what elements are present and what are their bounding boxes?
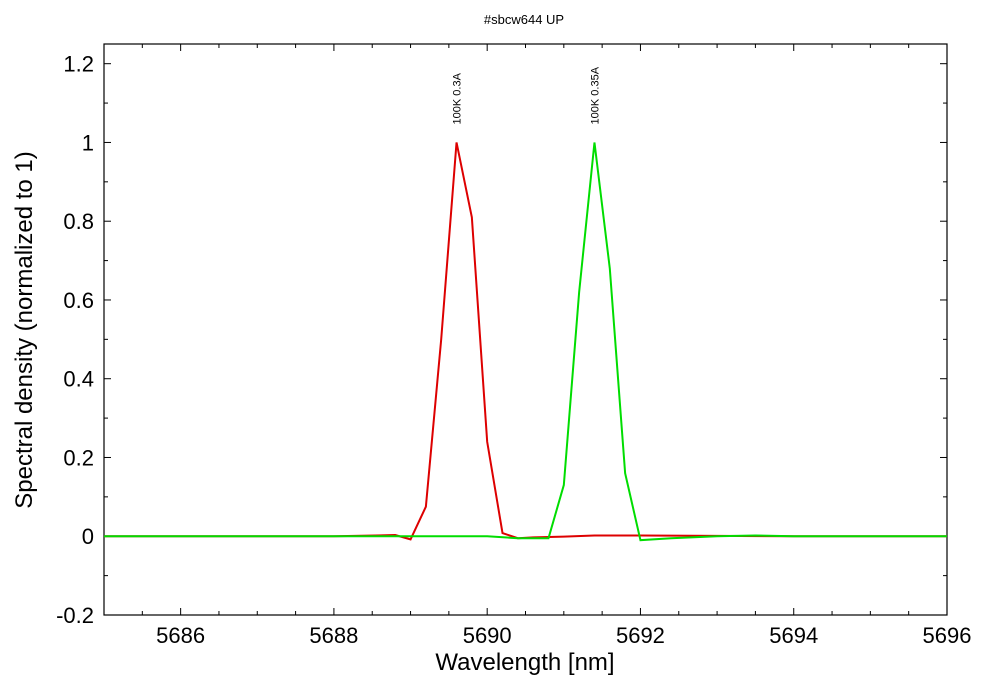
x-tick-label: 5694: [769, 623, 818, 648]
y-tick-label: 1.2: [63, 52, 94, 77]
y-tick-label: 0.6: [63, 288, 94, 313]
plot-frame: [103, 43, 948, 616]
x-tick-label: 5690: [463, 623, 512, 648]
y-axis-title: Spectral density (normalized to 1): [11, 151, 38, 509]
x-axis-title: Wavelength [nm]: [435, 649, 614, 676]
y-tick-label: 0.4: [63, 367, 94, 392]
y-tick-label: 1: [82, 130, 94, 155]
series-layer: [104, 142, 947, 542]
peak-label-0: 100K 0.3A: [452, 72, 464, 124]
y-tick-label: 0.8: [63, 209, 94, 234]
y-tick-label: 0: [82, 524, 94, 549]
x-tick-label: 5692: [616, 623, 665, 648]
axis-ticks: 5686 5688 5690 5692 5694 5696 -0.2 0 0.2 0.4 0.6 0.…: [56, 44, 971, 648]
y-tick-label: -0.2: [56, 603, 94, 628]
x-tick-label: 5686: [156, 623, 205, 648]
x-tick-label: 5688: [309, 623, 358, 648]
annotation-layer: 100K 0.3A 100K 0.35A: [452, 66, 602, 124]
y-tick-label: 0.2: [63, 445, 94, 470]
x-tick-label: 5696: [923, 623, 972, 648]
series-line-1: [104, 142, 947, 542]
plot-area: [103, 43, 948, 616]
chart-title: #sbcw644 UP: [484, 12, 564, 27]
peak-label-1: 100K 0.35A: [589, 66, 601, 124]
